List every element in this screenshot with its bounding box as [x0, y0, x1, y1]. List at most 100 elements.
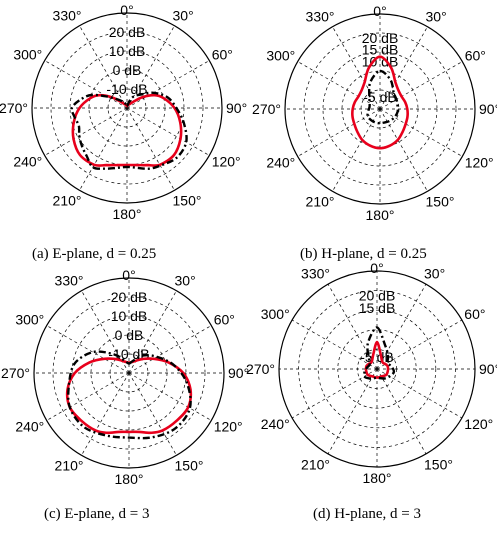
angle-tick-c-180: 180° [115, 471, 144, 487]
angle-tick-c-270: 270° [1, 365, 30, 381]
angle-tick-d-150: 150° [424, 456, 453, 472]
radial-tick-c-2: 10 dB [111, 308, 148, 324]
grid-spoke-c-300 [46, 325, 130, 374]
angle-tick-d-180: 180° [363, 470, 392, 486]
series-dashdot-c [67, 350, 192, 440]
angle-tick-c-90: 90° [228, 365, 249, 381]
angle-tick-a-0: 0° [120, 2, 133, 18]
grid-spoke-c-330 [81, 290, 130, 374]
angle-tick-b-0: 0° [373, 3, 386, 19]
series-dashdot-d [362, 326, 396, 380]
grid-spoke-d-330 [327, 283, 378, 370]
outer-circle-c [33, 277, 225, 469]
angle-tick-b-240: 240° [266, 155, 295, 171]
outer-circle-a [31, 12, 223, 204]
angle-tick-c-240: 240° [15, 419, 44, 435]
grid-spoke-c-210 [81, 372, 130, 456]
angle-tick-d-120: 120° [464, 416, 493, 432]
angle-tick-b-120: 120° [465, 155, 494, 171]
grid-spoke-d-60 [376, 319, 463, 370]
caption-b: (b) H-plane, d = 0.25 [300, 246, 427, 262]
angle-tick-c-300: 300° [15, 312, 44, 328]
radial-tick-b-3: 20 dB [362, 30, 399, 46]
angle-tick-d-90: 90° [479, 361, 497, 377]
grid-spoke-b-330 [332, 26, 381, 110]
grid-spoke-d-240 [291, 368, 378, 419]
angle-tick-c-60: 60° [214, 312, 235, 328]
angle-tick-d-0: 0° [370, 260, 383, 276]
grid-ring-d-2 [317, 309, 437, 429]
angle-tick-a-60: 60° [212, 47, 233, 63]
caption-d: (d) H-plane, d = 3 [313, 506, 421, 522]
radial-tick-b-0: -5 dB [363, 89, 396, 105]
series-dashdot-a [70, 91, 188, 170]
angle-tick-c-150: 150° [175, 458, 204, 474]
angle-tick-a-240: 240° [13, 154, 42, 170]
angle-tick-b-150: 150° [426, 194, 455, 210]
grid-spoke-d-210 [327, 368, 378, 455]
angle-tick-d-270: 270° [246, 361, 275, 377]
angle-tick-c-30: 30° [175, 272, 196, 288]
angle-tick-a-90: 90° [226, 100, 247, 116]
angle-tick-b-60: 60° [465, 48, 486, 64]
outer-circle-b [284, 13, 476, 205]
grid-ring-c-3 [52, 296, 206, 450]
grid-spoke-b-300 [297, 61, 381, 110]
angle-tick-c-210: 210° [55, 458, 84, 474]
angle-tick-d-330: 330° [301, 266, 330, 282]
grid-spoke-a-300 [44, 60, 128, 109]
radial-tick-a-1: 0 dB [113, 62, 142, 78]
angle-tick-a-270: 270° [0, 100, 28, 116]
grid-spoke-b-60 [379, 61, 463, 110]
angle-tick-a-300: 300° [13, 47, 42, 63]
radial-tick-b-2: 15 dB [362, 42, 399, 58]
series-solid-b [351, 55, 409, 150]
angle-tick-b-90: 90° [479, 101, 497, 117]
radial-tick-a-2: 10 dB [109, 43, 146, 59]
grid-spoke-d-300 [291, 319, 378, 370]
grid-ring-d-1 [337, 329, 417, 409]
angle-tick-a-210: 210° [53, 193, 82, 209]
grid-spoke-d-150 [376, 368, 427, 455]
angle-tick-a-150: 150° [173, 193, 202, 209]
polar-plot-d: 0° 30° 60° 90° 120° 150° 180° 210° 240° 270° 300° 3… [246, 260, 497, 486]
angle-tick-a-120: 120° [212, 154, 241, 170]
angle-tick-c-120: 120° [214, 419, 243, 435]
grid-spoke-c-240 [46, 372, 130, 421]
radial-tick-a-0: -10 dB [106, 81, 147, 97]
angle-tick-d-30: 30° [424, 266, 445, 282]
angle-tick-b-270: 270° [252, 101, 281, 117]
angle-tick-d-300: 300° [261, 306, 290, 322]
angle-tick-a-330: 330° [53, 7, 82, 23]
angle-tick-a-180: 180° [113, 206, 142, 222]
grid-spoke-a-210 [79, 107, 128, 191]
grid-ring-a-3 [50, 31, 204, 185]
radial-tick-c-3: 20 dB [111, 289, 148, 305]
radial-tick-a-3: 20 dB [109, 24, 146, 40]
grid-spoke-b-210 [332, 108, 381, 192]
grid-spoke-a-330 [79, 25, 128, 109]
angle-tick-c-0: 0° [122, 267, 135, 283]
caption-a: (a) E-plane, d = 0.25 [32, 246, 156, 262]
grid-spoke-a-30 [126, 25, 175, 109]
radial-tick-d-1: 15 dB [359, 300, 396, 316]
series-solid-c [65, 357, 193, 435]
angle-tick-c-330: 330° [55, 272, 84, 288]
polar-plot-a: 0° 30° 60° 90° 120° 150° 180° 210° 240° 270° 300° 3… [0, 2, 247, 222]
polar-plot-c: 0° 30° 60° 90° 120° 150° 180° 210° 240° 270° 300° 3… [1, 267, 249, 487]
grid-spoke-b-240 [297, 108, 381, 157]
grid-spoke-a-240 [44, 107, 128, 156]
grid-spoke-a-60 [126, 60, 210, 109]
grid-spoke-b-150 [379, 108, 428, 192]
grid-spoke-b-120 [379, 108, 463, 157]
angle-tick-b-330: 330° [306, 8, 335, 24]
angle-tick-a-30: 30° [173, 7, 194, 23]
caption-c: (c) E-plane, d = 3 [44, 506, 150, 522]
angle-tick-b-30: 30° [426, 8, 447, 24]
grid-ring-b-3 [303, 32, 457, 186]
radial-tick-c-1: 0 dB [115, 327, 144, 343]
grid-spoke-d-30 [376, 283, 427, 370]
grid-spoke-c-120 [128, 372, 212, 421]
series-dashdot-b [366, 69, 400, 125]
